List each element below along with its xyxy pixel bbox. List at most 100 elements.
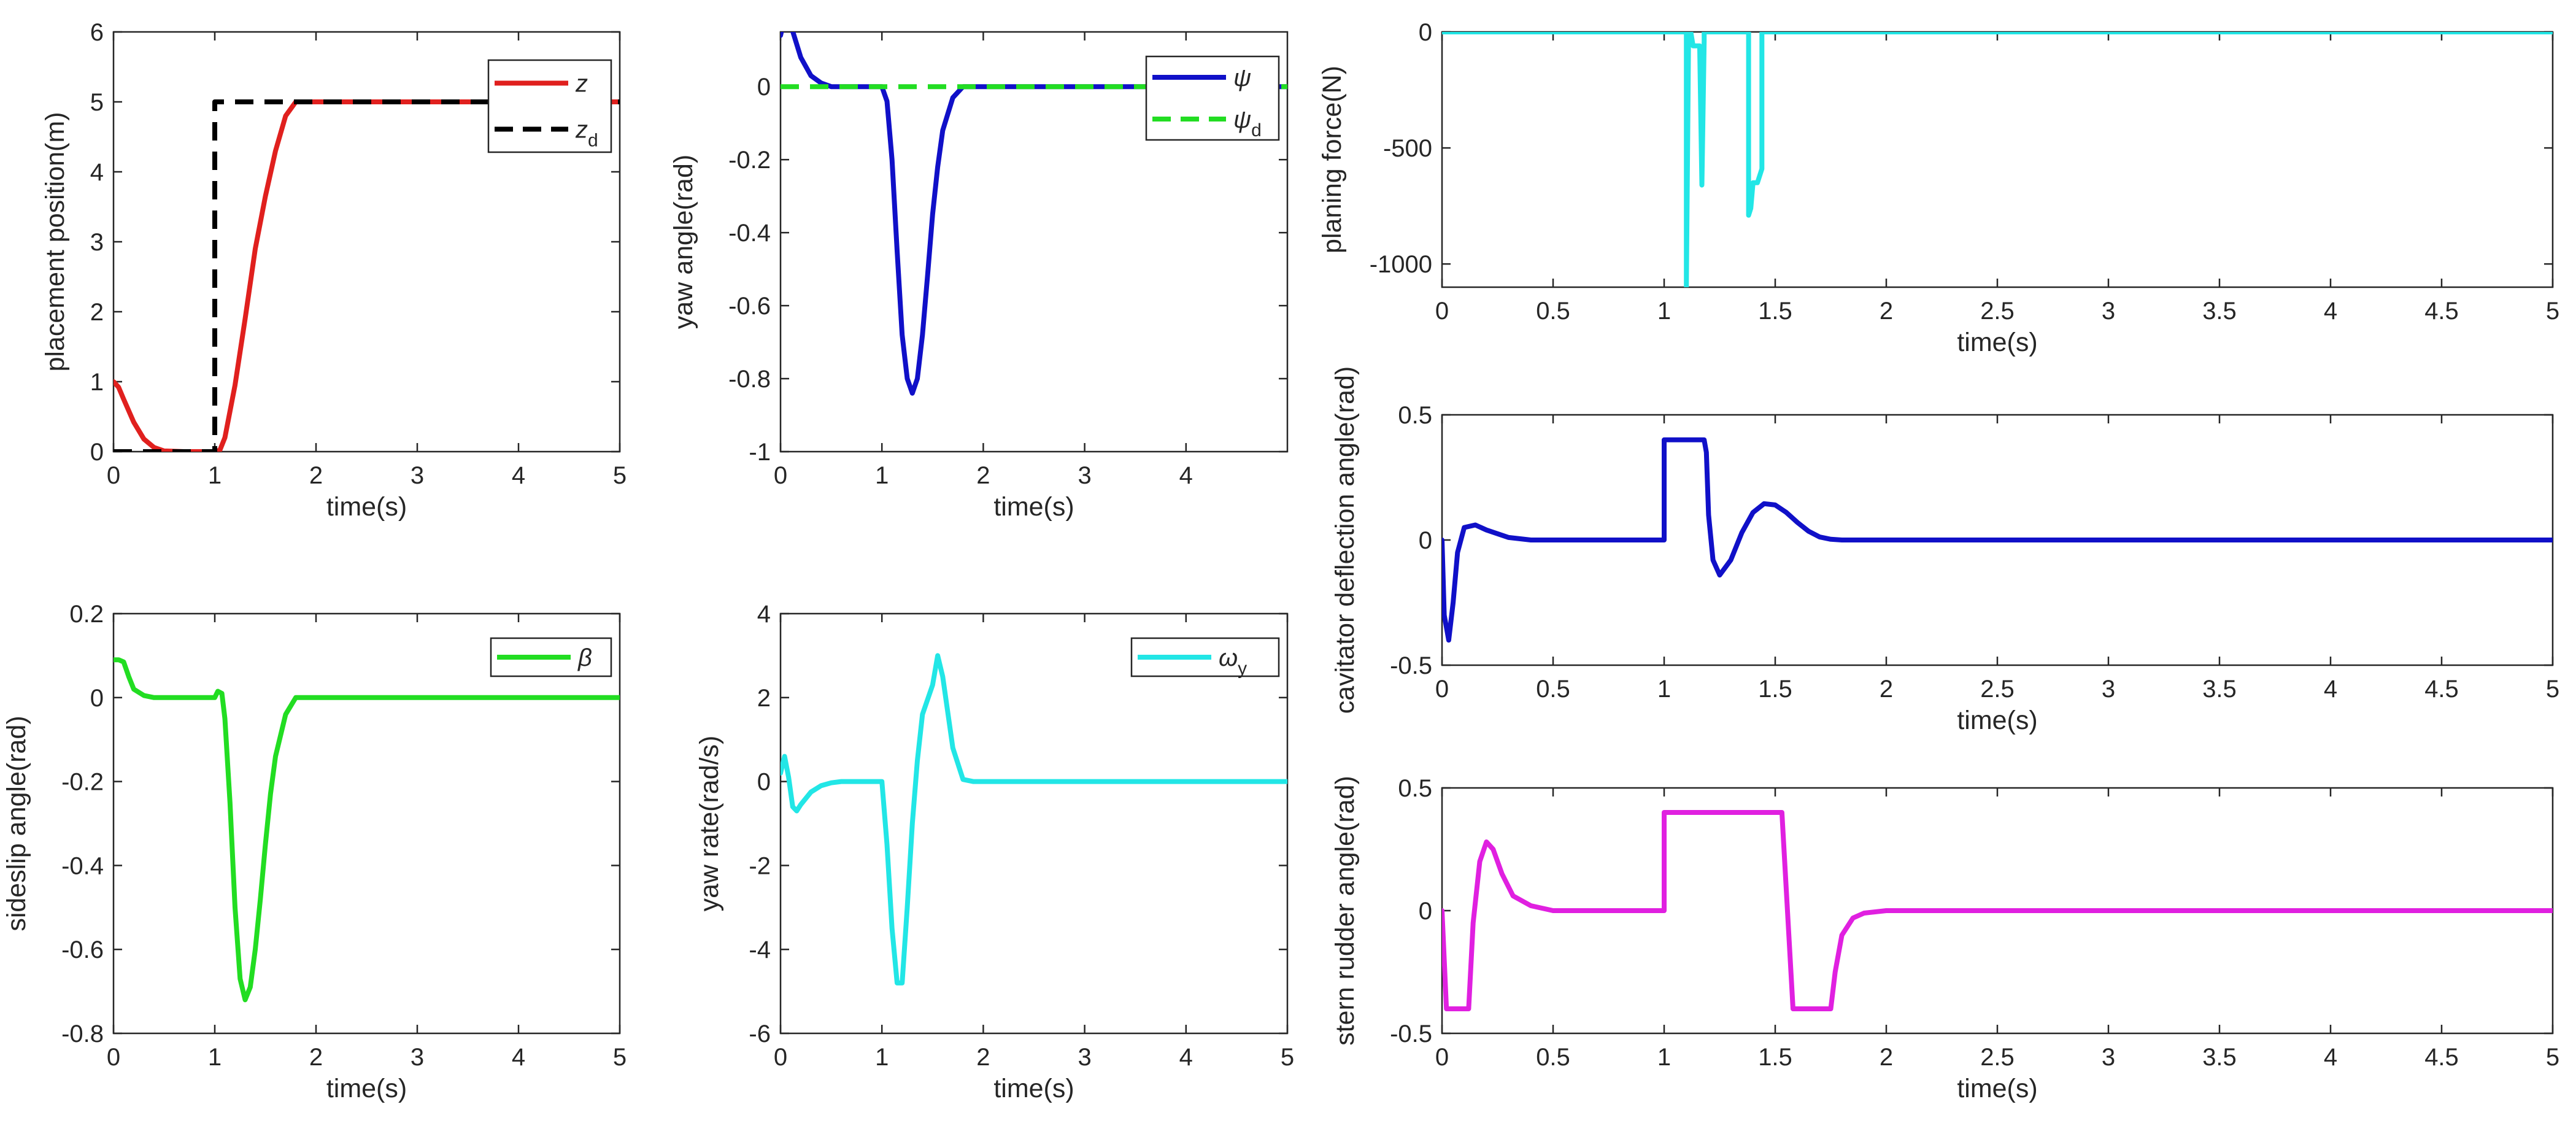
yaw-rate-ytick-label: -2 [749, 852, 771, 879]
cavitator-xtick-label: 0.5 [1536, 676, 1570, 703]
cavitator-chart: 0 0.5 1 1.5 2 2.5 3 3.5 4 4.5 5-0.500.5time(s)cavi… [1330, 366, 2559, 735]
yaw-angle-xtick-label: 3 [1078, 462, 1091, 489]
placement-ytick-label: 2 [90, 299, 104, 326]
placement-legend-label-z: z [575, 71, 588, 98]
planing-force-xtick-label: 0.5 [1536, 298, 1570, 325]
yaw-angle-legend-label-psi: ψ [1233, 64, 1251, 91]
cavitator-xlabel: time(s) [1957, 706, 2037, 735]
stern-rudder-xtick-label: 0 [1435, 1044, 1449, 1071]
planing-force-xtick-label: 3.5 [2202, 298, 2237, 325]
sideslip-legend-label-beta: β [577, 644, 592, 671]
yaw-angle-series-psi [781, 32, 1287, 396]
cavitator-ylabel: cavitator deflection angle(rad) [1330, 366, 1360, 714]
placement-xtick-label: 0 [107, 462, 120, 489]
stern-rudder-chart: 0 0.5 1 1.5 2 2.5 3 3.5 4 4.5 5-0.500.5time(s)ster… [1330, 775, 2559, 1103]
planing-force-xtick-label: 2 [1880, 298, 1893, 325]
planing-force-xtick-label: 0 [1435, 298, 1449, 325]
sideslip-xlabel: time(s) [326, 1074, 407, 1103]
sideslip-chart: 0 1 2 3 4 5 -0.8 -0.6 -0.4 -0.2 0 0.2 time(s) sidesli… [2, 601, 627, 1103]
planing-force-xlabel: time(s) [1957, 328, 2037, 357]
planing-force-xtick-label: 4 [2324, 298, 2337, 325]
yaw-rate-xtick-label: 3 [1078, 1044, 1091, 1071]
yaw-rate-series-omega_y [781, 653, 1287, 986]
stern-rudder-ylabel: stern rudder angle(rad) [1330, 776, 1360, 1046]
stern-rudder-xtick-label: 2 [1880, 1044, 1893, 1071]
cavitator-xtick-label: 1.5 [1758, 676, 1792, 703]
placement-xtick-label: 2 [309, 462, 323, 489]
yaw-rate-xtick-label: 5 [1281, 1044, 1294, 1071]
planing-force-ytick-label: -1000 [1370, 251, 1432, 278]
sideslip-ytick-label: -0.4 [61, 852, 104, 879]
stern-rudder-xtick-label: 1.5 [1758, 1044, 1792, 1071]
stern-rudder-xlabel: time(s) [1957, 1074, 2037, 1103]
cavitator-series-cavitator [1442, 437, 2553, 643]
yaw-rate-ylabel: yaw rate(rad/s) [695, 736, 724, 912]
placement-legend-text-z: z [575, 71, 588, 98]
yaw-rate-xtick-label: 4 [1179, 1044, 1193, 1071]
cavitator-xtick-label: 0 [1435, 676, 1449, 703]
sideslip-legend-text-beta: β [577, 644, 592, 671]
planing-force-xtick-label: 1.5 [1758, 298, 1792, 325]
planing-force-series-planing-force [1442, 32, 2553, 287]
sideslip-ytick-label: -0.8 [61, 1020, 104, 1047]
placement-ytick-label: 5 [90, 89, 104, 116]
yaw-rate-ytick-label: -4 [749, 936, 771, 963]
yaw-angle-ytick-label: -0.6 [728, 293, 771, 320]
stern-rudder-ytick-label: 0 [1419, 898, 1432, 925]
sideslip-xtick-label: 0 [107, 1044, 120, 1071]
cavitator-xtick-label: 4.5 [2424, 676, 2459, 703]
placement-legend-text-z_d: z [575, 117, 588, 144]
planing-force-xtick-label: 3 [2102, 298, 2115, 325]
yaw-angle-ytick-label: 0 [757, 74, 771, 101]
cavitator-xtick-label: 4 [2324, 676, 2337, 703]
placement-ylabel: placement position(m) [40, 112, 70, 371]
placement-legend: zzd [487, 59, 612, 153]
stern-rudder-xtick-label: 3.5 [2202, 1044, 2237, 1071]
stern-rudder-xtick-label: 1 [1657, 1044, 1671, 1071]
planing-force-xtick-label: 1 [1657, 298, 1671, 325]
placement-series-z_d [114, 99, 620, 452]
planing-force-chart: 0 0.5 1 1.5 2 2.5 3 3.5 4 4.5 5 -1000 -500 0 time(s) pl… [1317, 19, 2559, 357]
planing-force-xtick-label: 2.5 [1980, 298, 2015, 325]
yaw-angle-ytick-label: -1 [749, 439, 771, 466]
yaw-rate-xtick-label: 0 [774, 1044, 787, 1071]
yaw-rate-legend: ωy [1130, 637, 1280, 679]
placement-series-z [114, 99, 620, 452]
cavitator-xtick-label: 3.5 [2202, 676, 2237, 703]
placement-ytick-label: 6 [90, 19, 104, 46]
planing-force-ytick-label: 0 [1419, 19, 1432, 46]
yaw-angle-legend-label-psi_d: ψd [1233, 106, 1262, 141]
placement-ytick-label: 3 [90, 229, 104, 256]
placement-ytick-label: 1 [90, 369, 104, 396]
sideslip-ytick-label: 0.2 [69, 601, 104, 628]
yaw-angle-ylabel: yaw angle(rad) [669, 155, 698, 329]
placement-xlabel: time(s) [326, 492, 407, 522]
planing-force-xtick-label: 5 [2546, 298, 2559, 325]
placement-chart: 0 1 2 3 4 5 0 1 2 3 4 5 6 time(s) placement position(m… [40, 19, 627, 522]
yaw-angle-xlabel: time(s) [993, 492, 1074, 522]
yaw-angle-legend-text-psi_d: ψ [1233, 106, 1251, 133]
sideslip-ytick-label: -0.2 [61, 769, 104, 796]
sideslip-axes-box [112, 612, 621, 1035]
yaw-angle-legend-box [1145, 55, 1280, 141]
planing-force-axes-box [1441, 31, 2554, 288]
yaw-rate-legend-subscript-omega_y: y [1238, 658, 1247, 679]
yaw-angle-legend-text-psi: ψ [1233, 64, 1251, 91]
cavitator-xtick-label: 1 [1657, 676, 1671, 703]
placement-xtick-label: 5 [613, 462, 627, 489]
yaw-rate-legend-label-omega_y: ωy [1219, 644, 1247, 679]
yaw-rate-chart: 0 1 2 3 4 5 -6 -4 -2 0 2 4 time(s) yaw rate(rad/s) ωy [695, 601, 1294, 1103]
planing-force-xtick-label: 4.5 [2424, 298, 2459, 325]
cavitator-xtick-label: 2 [1880, 676, 1893, 703]
sideslip-xtick-label: 3 [411, 1044, 424, 1071]
stern-rudder-series-stern-rudder [1442, 810, 2553, 1011]
cavitator-ytick-label: -0.5 [1390, 652, 1432, 679]
cavitator-xtick-label: 2.5 [1980, 676, 2015, 703]
yaw-angle-xtick-label: 4 [1179, 462, 1193, 489]
placement-xtick-label: 1 [208, 462, 222, 489]
placement-legend-subscript-z_d: d [588, 131, 598, 151]
yaw-angle-ytick-label: -0.4 [728, 220, 771, 247]
sideslip-series-beta [114, 657, 620, 1003]
sideslip-ytick-label: 0 [90, 685, 104, 712]
placement-xtick-label: 4 [512, 462, 525, 489]
